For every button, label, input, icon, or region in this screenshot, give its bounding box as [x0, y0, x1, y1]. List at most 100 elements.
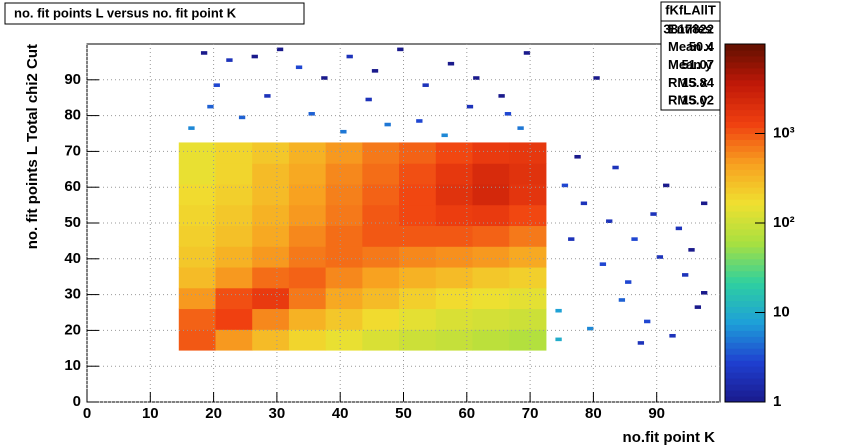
stats-value: 15.02 — [681, 93, 714, 108]
colorbar-segment — [725, 318, 765, 325]
cell — [321, 76, 328, 80]
cell — [399, 287, 437, 310]
colorbar-segment — [725, 336, 765, 343]
cell — [637, 341, 645, 345]
colorbar-segment — [725, 270, 765, 278]
cell — [252, 246, 290, 268]
cell — [472, 308, 510, 330]
cell — [215, 225, 253, 247]
cell — [252, 163, 290, 185]
cell — [288, 142, 327, 164]
cell — [399, 204, 437, 227]
colorbar-segment — [725, 348, 765, 355]
cell — [288, 308, 327, 330]
cell — [472, 246, 510, 268]
colorbar-segment — [725, 49, 765, 57]
cell — [215, 246, 253, 268]
cell — [215, 329, 253, 351]
y-tick-label: 0 — [73, 393, 81, 410]
cell — [650, 212, 657, 216]
colorbar-segment — [725, 169, 765, 176]
cell — [399, 329, 437, 351]
cell — [399, 163, 437, 185]
cell — [178, 183, 216, 206]
cell — [422, 83, 429, 87]
colorbar-segment — [725, 234, 765, 242]
colorbar-segment — [725, 324, 765, 331]
colorbar-tick-label: 10² — [773, 214, 795, 231]
cell — [276, 47, 284, 52]
colorbar-segment — [725, 282, 765, 290]
cell — [669, 333, 676, 338]
cell — [618, 298, 626, 302]
cell — [325, 287, 363, 310]
cell — [416, 119, 423, 123]
cell — [325, 183, 363, 206]
cell — [325, 163, 363, 185]
colorbar-segment — [725, 288, 765, 296]
cell — [215, 204, 253, 227]
cell — [325, 246, 363, 268]
cell — [399, 308, 437, 330]
cell — [435, 287, 473, 310]
cell — [472, 225, 510, 247]
x-tick-label: 0 — [83, 405, 91, 422]
colorbar-segment — [725, 294, 765, 302]
cell — [397, 47, 404, 52]
cell — [325, 225, 363, 247]
colorbar-segment — [725, 211, 765, 218]
colorbar-segment — [725, 163, 765, 170]
cell — [252, 204, 290, 227]
colorbar-segment — [725, 312, 765, 319]
colorbar-segment — [725, 390, 765, 397]
cell — [340, 129, 347, 134]
cell — [509, 204, 547, 227]
colorbar-segment — [725, 342, 765, 349]
x-tick-label: 80 — [585, 405, 602, 422]
colorbar-segment — [725, 121, 765, 129]
cell — [178, 163, 216, 185]
cell — [612, 165, 619, 170]
cell — [325, 204, 363, 227]
colorbar-segment — [725, 372, 765, 379]
cell — [435, 267, 473, 289]
cell — [555, 308, 562, 313]
chart-title: no. fit points L versus no. fit point K — [14, 5, 237, 20]
colorbar-segment — [725, 73, 765, 81]
cell — [346, 54, 353, 59]
colorbar-segment — [725, 300, 765, 308]
y-tick-label: 80 — [64, 107, 81, 124]
colorbar-segment — [725, 366, 765, 373]
cell — [441, 133, 448, 138]
cell — [362, 183, 400, 206]
x-axis-label: no.fit point K — [623, 429, 716, 446]
cell — [644, 319, 651, 324]
x-tick-label: 70 — [522, 405, 539, 422]
cell — [188, 126, 195, 130]
colorbar-segment — [725, 217, 765, 224]
cell — [399, 246, 437, 268]
colorbar-tick-label: 10³ — [773, 124, 795, 141]
y-tick-label: 90 — [64, 71, 81, 88]
cell — [498, 94, 505, 98]
cell — [215, 267, 253, 289]
stats-label: Mean y — [668, 57, 713, 72]
colorbar-segment — [725, 145, 765, 152]
cell — [178, 308, 216, 330]
colorbar-segment — [725, 115, 765, 123]
cell — [362, 204, 400, 227]
stats-title: fKfLAllT — [665, 2, 716, 17]
cell — [288, 225, 327, 247]
colorbar-segment — [725, 109, 765, 117]
cell — [435, 329, 473, 351]
x-tick-label: 40 — [332, 405, 349, 422]
cell — [701, 291, 708, 295]
cell — [178, 225, 216, 247]
cell — [252, 287, 290, 310]
colorbar-segment — [725, 246, 765, 254]
y-tick-label: 20 — [64, 321, 81, 338]
cell — [264, 94, 271, 98]
cell — [215, 183, 253, 206]
cell — [288, 183, 327, 206]
